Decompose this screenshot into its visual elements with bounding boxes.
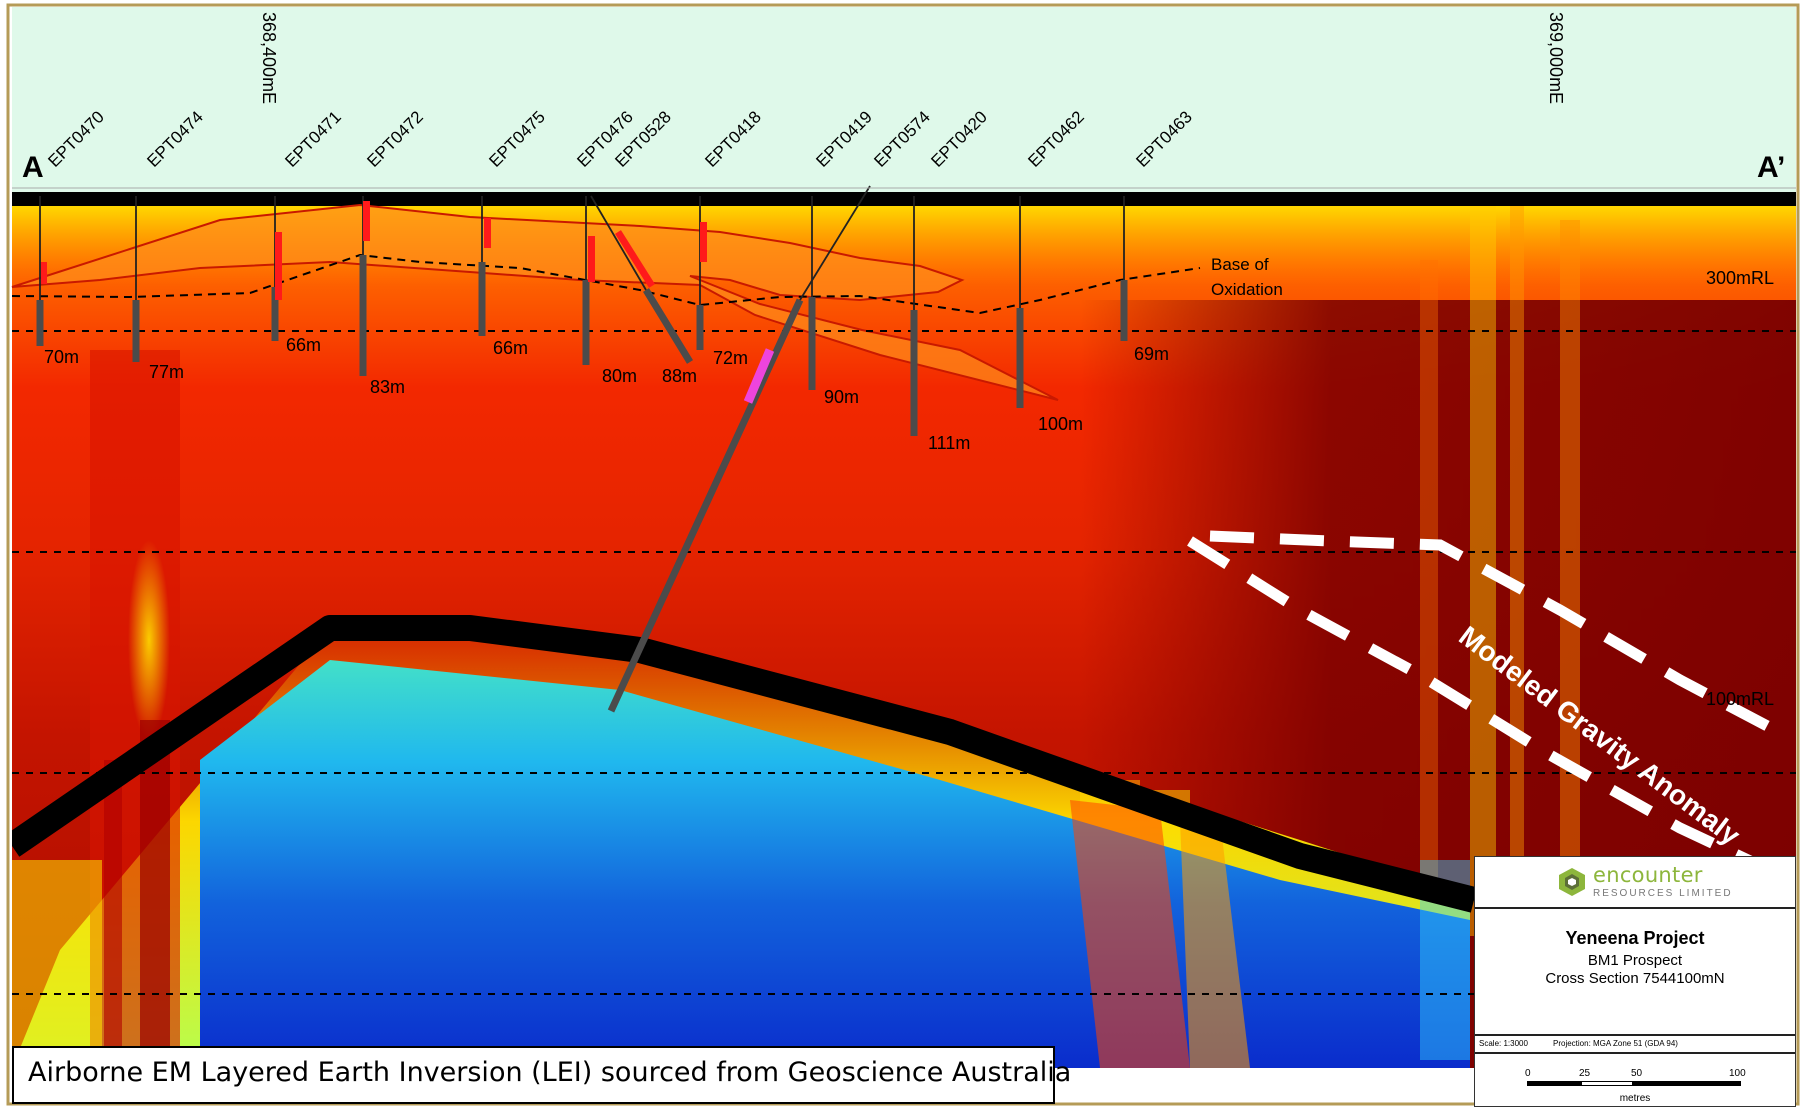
base-of-oxidation-label-2: Oxidation	[1211, 280, 1283, 299]
drillhole-depth: 88m	[662, 366, 697, 386]
easting-label-368400: 368,400mE	[259, 12, 279, 104]
scale-units: metres	[1619, 1093, 1651, 1104]
company-subtitle: RESOURCES LIMITED	[1593, 888, 1733, 899]
company-logo: encounter RESOURCES LIMITED	[1475, 857, 1795, 909]
scale-bar	[1527, 1081, 1741, 1086]
gravity-anomaly-outline	[1187, 530, 1793, 880]
scale-tick-label: 0	[1525, 1068, 1531, 1079]
project-title: Yeneena Project	[1565, 928, 1705, 948]
easting-label-369000: 369,000mE	[1546, 12, 1566, 104]
section-end-label: A’	[1757, 151, 1785, 184]
company-name: encounter	[1593, 863, 1703, 887]
drillhole-depth: 90m	[824, 387, 859, 407]
drillhole-depth: 66m	[286, 335, 321, 355]
data-source-note: Airborne EM Layered Earth Inversion (LEI…	[12, 1046, 1071, 1104]
drillhole-depth: 77m	[149, 362, 184, 382]
drillhole-depth: 80m	[602, 366, 637, 386]
scale-text: Scale: 1:3000	[1479, 1039, 1528, 1048]
rl-label-300: 300mRL	[1706, 268, 1774, 288]
scale-tick-label: 50	[1631, 1068, 1643, 1079]
base-of-oxidation-label-1: Base of	[1211, 255, 1269, 274]
assay-intercepts	[41, 201, 775, 404]
drillhole-depth: 111m	[928, 433, 970, 453]
section-start-label: A	[22, 151, 44, 184]
drillhole-depth: 100m	[1038, 414, 1083, 434]
drillhole-depth: 70m	[44, 347, 79, 367]
section-name: Cross Section 7544100mN	[1545, 970, 1725, 987]
scale-tick-label: 25	[1579, 1068, 1591, 1079]
drillhole-depth: 72m	[713, 348, 748, 368]
scale-tick-label: 100	[1729, 1068, 1746, 1079]
drillhole-depth: 66m	[493, 338, 528, 358]
rl-label-100: 100mRL	[1706, 689, 1774, 709]
title-block: encounter RESOURCES LIMITED Yeneena Proj…	[1474, 856, 1796, 1107]
mineralized-zone	[11, 203, 1059, 401]
base-of-oxidation-line	[11, 253, 1201, 315]
rl-guide-lines	[12, 330, 1796, 995]
drillhole-depth: 69m	[1134, 344, 1169, 364]
drillhole-depth: 83m	[370, 377, 405, 397]
encounter-logo-icon	[1559, 868, 1585, 896]
prospect-name: BM1 Prospect	[1587, 952, 1683, 969]
projection-text: Projection: MGA Zone 51 (GDA 94)	[1553, 1039, 1678, 1048]
map-metadata: Scale: 1:3000 Projection: MGA Zone 51 (G…	[1475, 1034, 1795, 1054]
drillhole-traces	[36, 185, 1128, 713]
